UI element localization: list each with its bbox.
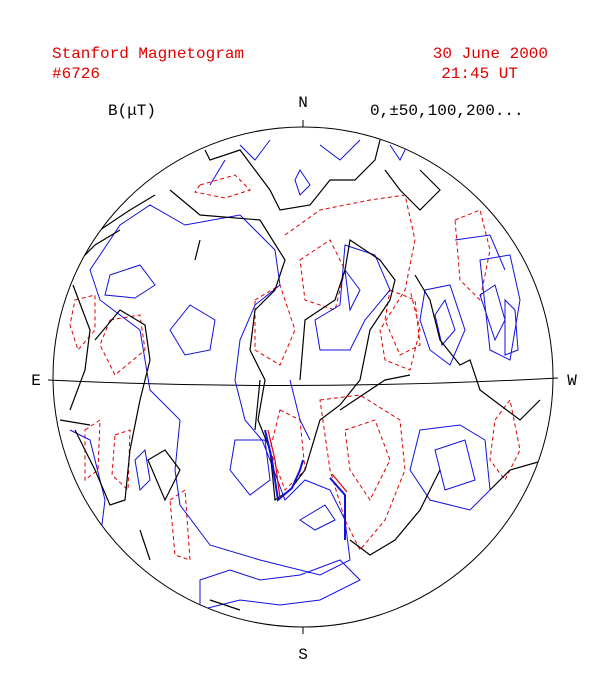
map-number: #6726 (52, 65, 100, 83)
east-label: E (31, 372, 41, 390)
contours (59, 139, 546, 611)
equator (47, 377, 559, 387)
neutral-line-highlight-red (267, 429, 348, 499)
south-label: S (298, 646, 308, 664)
time: 21:45 UT (441, 65, 518, 83)
west-label: W (567, 372, 577, 390)
north-label: N (298, 94, 308, 112)
date: 30 June 2000 (433, 45, 548, 63)
unit-label: B(μT) (108, 102, 156, 120)
solar-disk (52, 126, 554, 628)
title: Stanford Magnetogram (52, 45, 244, 63)
contour-levels: 0,±50,100,200... (370, 102, 524, 120)
neutral-line-highlight (264, 429, 346, 540)
